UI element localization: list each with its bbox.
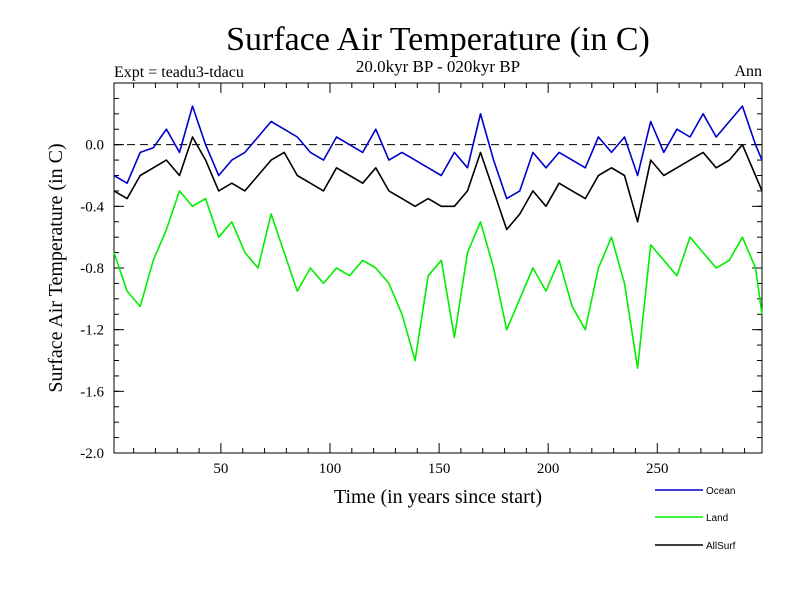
- series-lines: [113, 105, 763, 370]
- x-tick-label: 200: [537, 461, 560, 477]
- chart-subtitle: 20.0kyr BP - 020kyr BP: [356, 57, 520, 76]
- experiment-label: Expt = teadu3-tdacu: [114, 64, 244, 81]
- y-tick-label: -1.6: [80, 384, 104, 400]
- legend-label-ocean: Ocean: [706, 486, 735, 497]
- x-axis-label: Time (in years since start): [334, 486, 542, 508]
- series-line-allsurf: [113, 136, 763, 231]
- legend: Ocean Land AllSurf: [655, 486, 736, 552]
- season-label: Ann: [734, 63, 762, 80]
- series-line-ocean: [113, 105, 763, 200]
- y-axis-label: Surface Air Temperature (in C): [45, 143, 67, 392]
- x-tick-label: 50: [213, 461, 228, 477]
- x-tick-label: 150: [428, 461, 451, 477]
- y-tick-label: 0.0: [85, 138, 104, 154]
- y-tick-label: -0.8: [80, 261, 104, 277]
- series-line-land: [113, 190, 763, 370]
- y-axis: -2.0 -1.6 -1.2 -0.8 -0.4 0.0: [80, 97, 762, 462]
- chart-title: Surface Air Temperature (in C): [226, 21, 650, 58]
- y-tick-label: -0.4: [80, 199, 104, 215]
- y-tick-label: -2.0: [80, 446, 104, 462]
- legend-label-land: Land: [706, 513, 728, 524]
- x-tick-label: 100: [319, 461, 342, 477]
- x-tick-label: 250: [646, 461, 669, 477]
- y-tick-label: -1.2: [80, 323, 104, 339]
- legend-label-allsurf: AllSurf: [706, 541, 736, 552]
- x-axis: 50 100 150 200 250: [133, 83, 746, 477]
- plot-frame: [113, 82, 763, 454]
